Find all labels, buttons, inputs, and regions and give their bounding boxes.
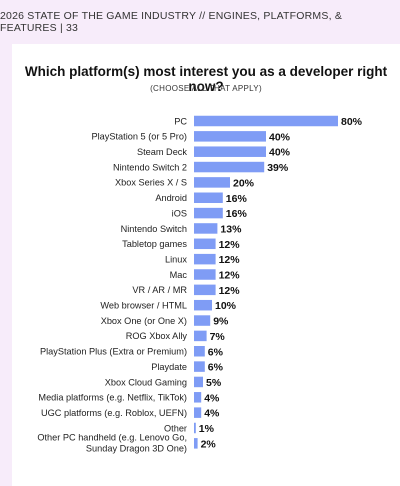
category-label-steam-deck: Steam Deck	[137, 147, 187, 157]
category-label-vr-ar-mr: VR / AR / MR	[132, 285, 187, 295]
bar-web-browser-html	[194, 299, 212, 311]
value-label-playdate: 6%	[208, 362, 224, 374]
header-text: 2026 STATE OF THE GAME INDUSTRY // ENGIN…	[0, 10, 343, 34]
value-label-mac: 12%	[219, 270, 241, 282]
value-label-xbox-series-x-s: 20%	[233, 177, 255, 189]
value-label-ugc-platforms-e-g-roblox-uefn: 4%	[204, 408, 220, 420]
bar-playdate	[194, 361, 205, 372]
value-label-rog-xbox-ally: 7%	[210, 331, 226, 343]
value-label-playstation-plus-extra-or-premium: 6%	[208, 346, 224, 358]
category-label-nintendo-switch-2: Nintendo Switch 2	[113, 162, 187, 172]
value-label-other: 1%	[199, 423, 215, 435]
bar-mac	[194, 269, 216, 280]
value-label-playstation-5-or-5-pro: 40%	[269, 131, 291, 143]
bar-nintendo-switch	[194, 223, 218, 234]
category-label-rog-xbox-ally: ROG Xbox Ally	[126, 331, 188, 341]
value-label-pc: 80%	[341, 116, 363, 128]
chart-title: Which platform(s) most interest you as a…	[24, 64, 388, 94]
bar-rog-xbox-ally	[194, 330, 207, 342]
page-header: 2026 STATE OF THE GAME INDUSTRY // ENGIN…	[0, 0, 400, 44]
bar-android	[194, 192, 223, 203]
value-label-other-pc-handheld-e-g-lenovo-go-sunday-dragon-3d-one: 2%	[201, 438, 217, 450]
category-label-xbox-series-x-s: Xbox Series X / S	[115, 178, 187, 188]
bar-media-platforms-e-g-netflix-tiktok	[194, 392, 202, 403]
value-label-web-browser-html: 10%	[215, 300, 237, 312]
bar-steam-deck	[194, 146, 266, 157]
bar-tabletop-games	[194, 238, 216, 250]
bar-xbox-series-x-s	[194, 177, 230, 188]
bar-pc	[194, 115, 338, 127]
category-label-playstation-5-or-5-pro: PlayStation 5 (or 5 Pro)	[92, 132, 188, 142]
value-label-ios: 16%	[226, 208, 248, 220]
value-label-nintendo-switch-2: 39%	[267, 162, 289, 174]
category-label-playstation-plus-extra-or-premium: PlayStation Plus (Extra or Premium)	[40, 347, 187, 357]
value-label-nintendo-switch: 13%	[220, 223, 242, 235]
category-label-xbox-one-or-one-x: Xbox One (or One X)	[101, 316, 187, 326]
bar-other-pc-handheld-e-g-lenovo-go-sunday-dragon-3d-one	[194, 438, 198, 449]
category-label-playdate: Playdate	[151, 362, 187, 372]
value-label-vr-ar-mr: 12%	[219, 285, 241, 297]
value-label-android: 16%	[226, 193, 248, 205]
bar-vr-ar-mr	[194, 284, 216, 296]
category-label-pc: PC	[174, 116, 187, 126]
chart-card: Which platform(s) most interest you as a…	[12, 44, 400, 486]
bar-chart: PC 80% PlayStation 5 (or 5 Pro) 40% Steam De…	[37, 115, 363, 453]
category-label-xbox-cloud-gaming: Xbox Cloud Gaming	[105, 377, 187, 387]
category-label-ugc-platforms-e-g-roblox-uefn: UGC platforms (e.g. Roblox, UEFN)	[41, 408, 187, 418]
value-label-media-platforms-e-g-netflix-tiktok: 4%	[204, 392, 220, 404]
bar-ios	[194, 207, 223, 219]
bar-ugc-platforms-e-g-roblox-uefn	[194, 407, 202, 418]
category-label-linux: Linux	[165, 254, 187, 264]
bar-playstation-plus-extra-or-premium	[194, 346, 205, 357]
value-label-xbox-cloud-gaming: 5%	[206, 377, 222, 389]
category-label-android: Android	[155, 193, 187, 203]
category-label-tabletop-games: Tabletop games	[122, 239, 187, 249]
category-label-other: Other	[164, 423, 187, 433]
value-label-linux: 12%	[219, 254, 241, 266]
category-label-nintendo-switch: Nintendo Switch	[121, 224, 187, 234]
category-label-mac: Mac	[170, 270, 188, 280]
value-label-tabletop-games: 12%	[219, 239, 241, 251]
value-label-xbox-one-or-one-x: 9%	[213, 316, 229, 328]
category-label-media-platforms-e-g-netflix-tiktok: Media platforms (e.g. Netflix, TikTok)	[38, 393, 187, 403]
category-label-web-browser-html: Web browser / HTML	[100, 301, 187, 311]
category-label-ios: iOS	[172, 208, 187, 218]
bar-playstation-5-or-5-pro	[194, 131, 266, 142]
bar-other	[194, 422, 196, 434]
bar-xbox-cloud-gaming	[194, 376, 203, 388]
bar-xbox-one-or-one-x	[194, 315, 211, 326]
bar-nintendo-switch-2	[194, 161, 265, 173]
chart-subtitle: (CHOOSE ALL THAT APPLY)	[150, 84, 262, 93]
category-label-other-pc-handheld-e-g-lenovo-go-sunday-dragon-3d-one: Other PC handheld (e.g. Lenovo Go, Sunday…	[37, 432, 187, 453]
value-label-steam-deck: 40%	[269, 147, 291, 159]
bar-linux	[194, 253, 216, 265]
